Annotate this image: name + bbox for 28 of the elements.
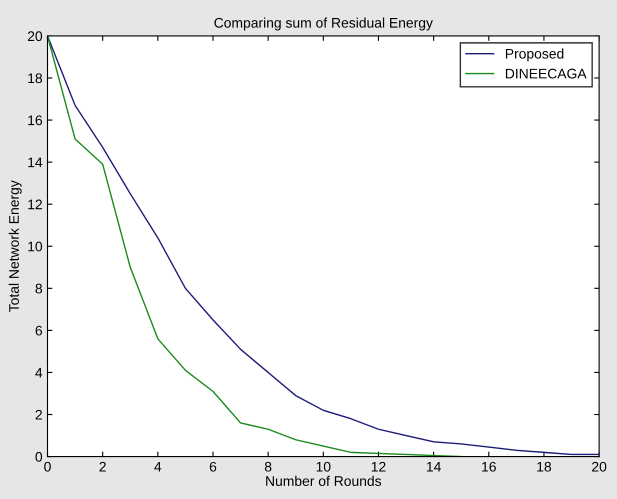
x-tick-label: 6 xyxy=(210,462,216,472)
x-tick-label: 4 xyxy=(154,462,162,472)
legend-label: Proposed xyxy=(506,48,564,62)
x-tick-label: 2 xyxy=(100,462,106,472)
x-tick-label: 12 xyxy=(372,462,386,472)
y-tick-label: 8 xyxy=(36,284,42,294)
y-tick-label: 18 xyxy=(28,73,42,84)
x-tick-label: 0 xyxy=(44,462,51,472)
x-tick-label: 18 xyxy=(537,462,552,472)
x-tick-label: 16 xyxy=(482,462,496,472)
y-tick-label: 16 xyxy=(28,115,42,126)
x-tick-label: 20 xyxy=(592,462,606,472)
y-tick-label: 6 xyxy=(36,326,42,336)
x-axis-title: Number of Rounds xyxy=(266,476,382,486)
line-series xyxy=(48,36,600,456)
y-tick-label: 4 xyxy=(35,368,42,378)
y-tick-label: 20 xyxy=(28,31,42,42)
y-tick-label: 10 xyxy=(28,242,42,252)
x-tick-label: 10 xyxy=(316,462,330,472)
y-tick-label: 0 xyxy=(35,452,42,462)
y-tick-label: 14 xyxy=(28,158,42,168)
y-tick-label: 12 xyxy=(28,200,42,210)
x-tick-label: 8 xyxy=(264,462,272,472)
chart-title: Comparing sum of Residual Energy xyxy=(214,18,433,30)
legend-label: DINEECAGA xyxy=(506,68,587,79)
y-tick-label: 2 xyxy=(36,410,42,420)
y-axis-title: Total Network Energy xyxy=(8,180,22,312)
x-tick-label: 14 xyxy=(426,462,441,472)
